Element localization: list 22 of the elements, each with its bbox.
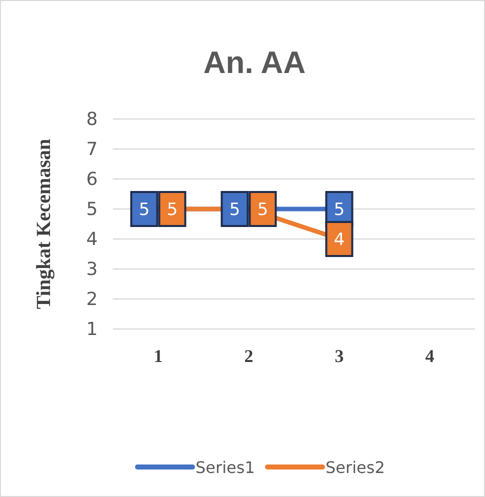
- data-label: 5: [257, 200, 268, 220]
- y-tick-label: 3: [86, 259, 98, 280]
- chart-title: An. AA: [203, 45, 306, 80]
- data-label: 5: [138, 200, 150, 220]
- data-label: 5: [166, 200, 178, 220]
- y-axis-title: Tingkat Kecemasan: [33, 138, 55, 310]
- y-tick-label: 7: [86, 139, 98, 160]
- x-tick-label: 4: [425, 346, 434, 366]
- data-label: 5: [334, 200, 345, 220]
- y-tick-label: 5: [86, 199, 98, 220]
- x-tick-label: 3: [334, 346, 344, 366]
- x-tick-label: 2: [244, 346, 254, 366]
- legend-label: Series1: [196, 458, 255, 477]
- data-label: 5: [229, 200, 240, 220]
- y-tick-label: 8: [86, 109, 98, 130]
- legend-label: Series2: [326, 458, 385, 477]
- y-tick-label: 2: [86, 289, 98, 310]
- data-label: 4: [334, 230, 345, 250]
- y-tick-label: 4: [86, 229, 98, 250]
- x-tick-label: 1: [154, 346, 163, 366]
- y-tick-label: 1: [86, 319, 98, 340]
- y-tick-label: 6: [86, 169, 98, 190]
